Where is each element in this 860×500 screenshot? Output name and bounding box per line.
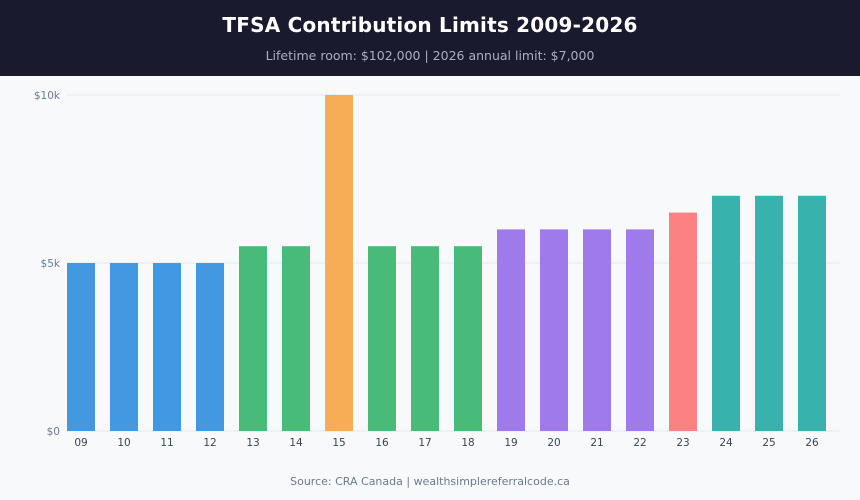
bar-17 bbox=[411, 246, 439, 431]
bar-11 bbox=[153, 263, 181, 431]
bar-09 bbox=[67, 263, 95, 431]
source-note: Source: CRA Canada | wealthsimplereferra… bbox=[290, 475, 570, 488]
y-tick-label: $0 bbox=[47, 426, 60, 438]
x-tick-label: 14 bbox=[289, 437, 303, 449]
bar-23 bbox=[669, 212, 697, 431]
bar-10 bbox=[110, 263, 138, 431]
bar-12 bbox=[196, 263, 224, 431]
x-tick-label: 11 bbox=[160, 437, 173, 449]
x-tick-label: 18 bbox=[461, 437, 474, 449]
x-tick-label: 22 bbox=[633, 437, 646, 449]
bar-13 bbox=[239, 246, 267, 431]
y-tick-label: $10k bbox=[34, 90, 61, 102]
x-tick-label: 23 bbox=[676, 437, 689, 449]
x-tick-label: 16 bbox=[375, 437, 389, 449]
chart-header: TFSA Contribution Limits 2009-2026 Lifet… bbox=[0, 0, 860, 76]
y-tick-label: $5k bbox=[41, 258, 61, 270]
bar-19 bbox=[497, 229, 525, 431]
x-tick-label: 09 bbox=[74, 437, 87, 449]
bar-25 bbox=[755, 195, 783, 431]
x-tick-label: 21 bbox=[590, 437, 603, 449]
x-tick-label: 15 bbox=[332, 437, 345, 449]
x-tick-label: 26 bbox=[805, 437, 819, 449]
bar-chart: $0 $5k $10k 09 10 11 12 13 14 15 16 17 18 19 20 21 22 23 2… bbox=[34, 90, 840, 449]
x-tick-label: 20 bbox=[547, 437, 560, 449]
chart-subtitle: Lifetime room: $102,000 | 2026 annual li… bbox=[265, 48, 595, 63]
bar-21 bbox=[583, 229, 611, 431]
x-tick-label: 24 bbox=[719, 437, 733, 449]
bar-26 bbox=[798, 195, 826, 431]
bar-22 bbox=[626, 229, 654, 431]
bar-15 bbox=[325, 95, 353, 431]
x-tick-label: 19 bbox=[504, 437, 517, 449]
x-tick-label: 12 bbox=[203, 437, 216, 449]
bar-20 bbox=[540, 229, 568, 431]
bar-24 bbox=[712, 195, 740, 431]
chart-title: TFSA Contribution Limits 2009-2026 bbox=[222, 13, 638, 37]
bar-16 bbox=[368, 246, 396, 431]
x-tick-label: 25 bbox=[762, 437, 775, 449]
bar-14 bbox=[282, 246, 310, 431]
x-tick-label: 13 bbox=[246, 437, 259, 449]
x-tick-label: 10 bbox=[117, 437, 130, 449]
bar-18 bbox=[454, 246, 482, 431]
x-tick-label: 17 bbox=[418, 437, 431, 449]
